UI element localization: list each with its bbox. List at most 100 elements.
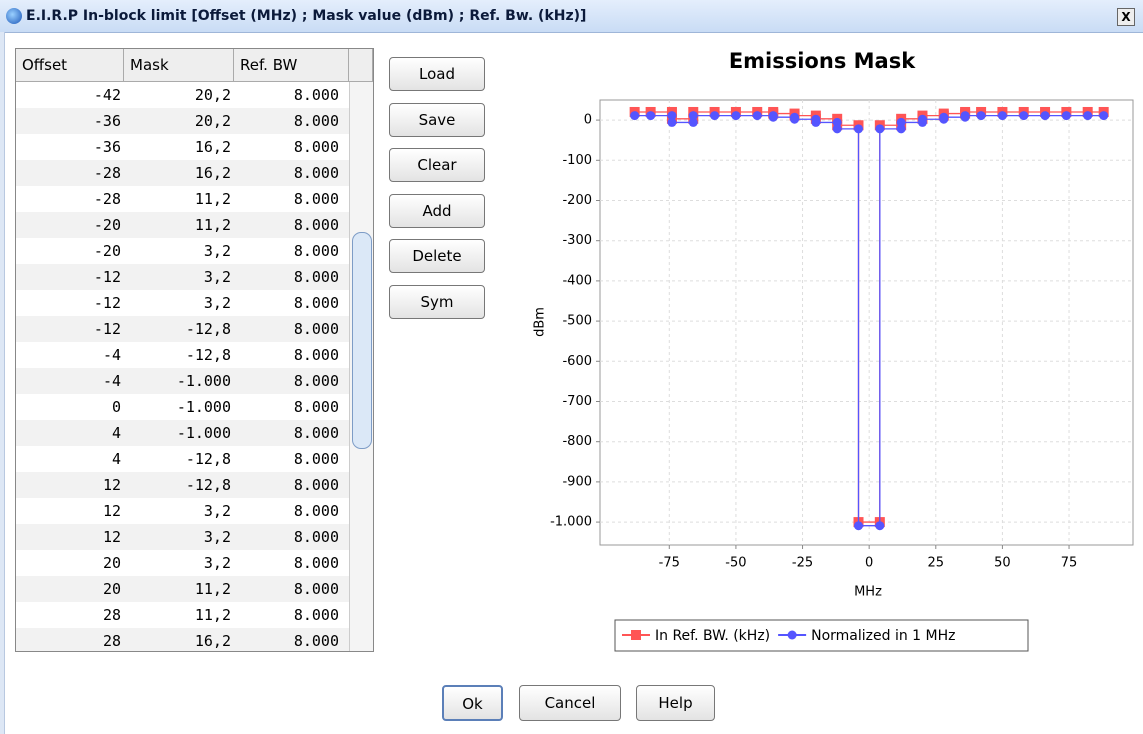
table-row[interactable]: -12 -12,8 8.000 (16, 316, 349, 342)
table-cell: 8.000 (293, 554, 339, 572)
window-title: E.I.R.P In-block limit [Offset (MHz) ; M… (26, 8, 587, 24)
table-row[interactable]: -20 3,2 8.000 (16, 238, 349, 264)
data-point (768, 112, 778, 122)
table-row[interactable]: -4 -12,8 8.000 (16, 342, 349, 368)
table-cell: 8.000 (293, 632, 339, 650)
data-point (688, 111, 698, 121)
table-cell: -12,8 (185, 320, 231, 338)
column-header[interactable]: Offset (16, 49, 124, 82)
data-point (667, 117, 677, 127)
table-cell: 11,2 (194, 606, 231, 624)
table-cell: -4 (102, 372, 121, 390)
data-point (976, 111, 986, 121)
table-cell: 8.000 (293, 450, 339, 468)
table-cell: -20 (93, 242, 121, 260)
data-point (688, 117, 698, 127)
table-row[interactable]: -20 11,2 8.000 (16, 212, 349, 238)
table-row[interactable]: 4 -1.000 8.000 (16, 420, 349, 446)
table-cell: 8.000 (293, 580, 339, 598)
table-row[interactable]: 12 3,2 8.000 (16, 498, 349, 524)
data-point (896, 124, 906, 134)
legend-box (614, 619, 1029, 652)
table-row[interactable]: 12 3,2 8.000 (16, 524, 349, 550)
chart-title: Emissions Mask (729, 49, 916, 73)
window-edge (0, 32, 5, 734)
data-point (875, 124, 885, 134)
table-cell: -36 (93, 138, 121, 156)
table-cell: 8.000 (293, 476, 339, 494)
data-point (1099, 111, 1109, 121)
data-point (752, 111, 762, 121)
table-cell: 8.000 (293, 112, 339, 130)
data-point (790, 114, 800, 124)
side-button[interactable]: Save (389, 102, 485, 137)
table-row[interactable]: -36 20,2 8.000 (16, 108, 349, 134)
bottom-button[interactable]: Ok (442, 685, 503, 721)
table-row[interactable]: -28 11,2 8.000 (16, 186, 349, 212)
table-row[interactable]: 28 11,2 8.000 (16, 602, 349, 628)
side-button[interactable]: Delete (389, 239, 485, 273)
table-cell: -1.000 (176, 424, 231, 442)
table-cell: 28 (102, 606, 121, 624)
table-cell: 4 (111, 424, 121, 442)
side-button[interactable]: Clear (389, 148, 485, 182)
x-tick-label: 0 (865, 556, 873, 571)
table-cell: -36 (93, 112, 121, 130)
x-axis-label: MHz (854, 585, 882, 600)
table-cell: -12 (93, 294, 121, 312)
table-cell: -42 (93, 86, 121, 104)
table-cell: 8.000 (293, 528, 339, 546)
table-cell: -12,8 (185, 346, 231, 364)
column-header[interactable]: Mask (124, 49, 234, 82)
data-point (832, 117, 842, 127)
y-tick-label: -800 (562, 434, 592, 449)
table-row[interactable]: -36 16,2 8.000 (16, 134, 349, 160)
column-header (349, 49, 373, 82)
table-row[interactable]: -28 16,2 8.000 (16, 160, 349, 186)
table-cell: 16,2 (194, 138, 231, 156)
table-row[interactable]: -4 -1.000 8.000 (16, 368, 349, 394)
table-cell: -12 (93, 268, 121, 286)
table-cell: 8.000 (293, 424, 339, 442)
side-button[interactable]: Load (389, 57, 485, 91)
table-cell: 8.000 (293, 502, 339, 520)
table-cell: 8.000 (293, 86, 339, 104)
y-tick-label: -500 (562, 314, 592, 329)
table-row[interactable]: 20 3,2 8.000 (16, 550, 349, 576)
y-tick-label: -400 (562, 273, 592, 288)
table-row[interactable]: -12 3,2 8.000 (16, 290, 349, 316)
x-tick-label: 25 (928, 556, 945, 571)
table-cell: 3,2 (203, 294, 231, 312)
bottom-button[interactable]: Cancel (519, 685, 621, 721)
table-row[interactable]: 0 -1.000 8.000 (16, 394, 349, 420)
table-cell: 8.000 (293, 398, 339, 416)
table-cell: 8.000 (293, 190, 339, 208)
data-point (731, 111, 741, 121)
y-tick-label: -700 (562, 394, 592, 409)
table-row[interactable]: -42 20,2 8.000 (16, 82, 349, 108)
scrollbar[interactable] (349, 82, 373, 651)
table-cell: -1.000 (176, 372, 231, 390)
table-row[interactable]: -12 3,2 8.000 (16, 264, 349, 290)
data-point (811, 117, 821, 127)
close-button[interactable]: X (1117, 8, 1135, 26)
table-cell: 8.000 (293, 268, 339, 286)
side-button[interactable]: Add (389, 193, 485, 228)
side-button[interactable]: Sym (389, 284, 485, 319)
table-row[interactable]: 12 -12,8 8.000 (16, 472, 349, 498)
app-icon (6, 8, 22, 24)
scroll-thumb[interactable] (352, 232, 372, 449)
table-cell: 3,2 (203, 528, 231, 546)
table-row[interactable]: 20 11,2 8.000 (16, 576, 349, 602)
bottom-button[interactable]: Help (636, 685, 715, 721)
table-row[interactable]: 4 -12,8 8.000 (16, 446, 349, 472)
title-bar: E.I.R.P In-block limit [Offset (MHz) ; M… (0, 0, 1143, 33)
data-point (667, 111, 677, 121)
column-header[interactable]: Ref. BW (234, 49, 349, 82)
table-row[interactable]: 28 16,2 8.000 (16, 628, 349, 651)
table-cell: 8.000 (293, 294, 339, 312)
table-cell: 0 (111, 398, 121, 416)
table-cell: -28 (93, 164, 121, 182)
